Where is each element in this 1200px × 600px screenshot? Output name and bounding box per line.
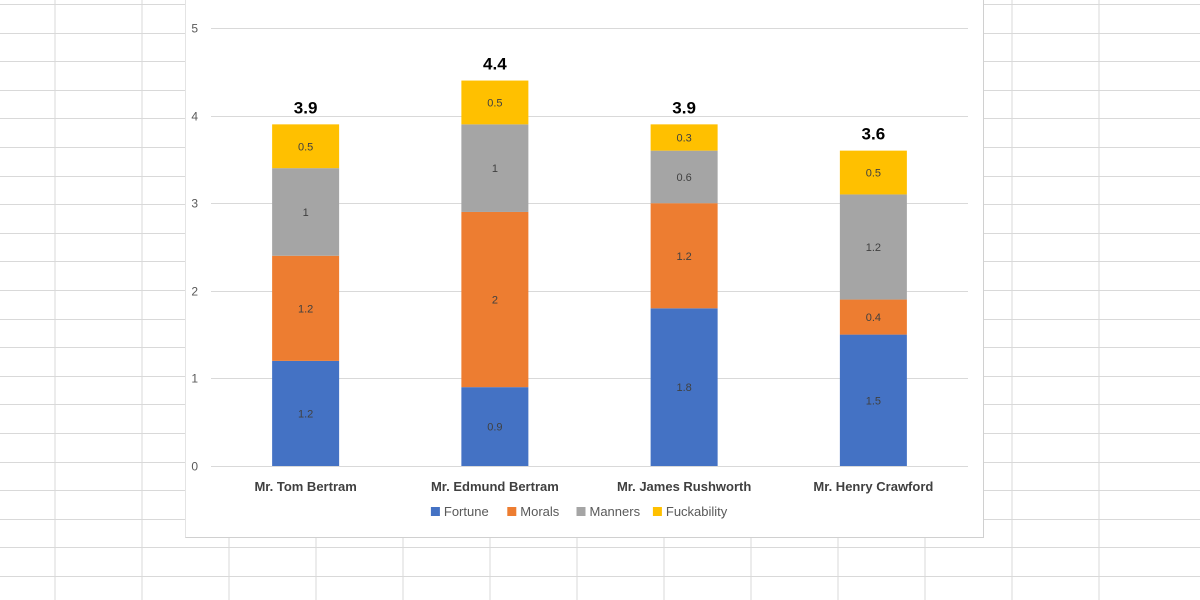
segment-value-label: 1 [303, 207, 309, 219]
segment-value-label: 1.2 [866, 242, 881, 254]
y-tick-label: 2 [191, 285, 198, 299]
bar-segment-fortune [461, 387, 529, 466]
bar-segment-fuckability [650, 124, 718, 151]
segment-value-label: 0.5 [298, 141, 313, 153]
segment-value-label: 1.2 [298, 303, 313, 315]
bar-total-label: 4.4 [483, 55, 507, 74]
y-tick-label: 0 [191, 460, 198, 474]
segment-value-label: 1 [492, 163, 498, 175]
segment-value-label: 1.2 [298, 408, 313, 420]
bar-segment-fuckability [272, 124, 340, 169]
y-tick-label: 4 [191, 110, 198, 124]
legend-label: Fortune [444, 504, 489, 519]
segment-value-label: 2 [492, 295, 498, 307]
legend-swatch-fuckability [652, 507, 662, 516]
bar-segment-fuckability [839, 150, 907, 195]
bar-segment-fortune [650, 308, 718, 466]
bar-segment-fortune [272, 360, 340, 466]
legend-swatch-fortune [430, 507, 440, 516]
y-tick-label: 3 [191, 197, 198, 211]
legend-label: Fuckability [666, 504, 728, 519]
segment-value-label: 1.2 [676, 251, 691, 263]
segment-value-label: 0.9 [487, 422, 502, 434]
bar-segment-morals [272, 255, 340, 361]
y-tick-label: 1 [191, 372, 198, 386]
segment-value-label: 0.6 [676, 172, 691, 184]
category-label: Mr. James Rushworth [617, 479, 751, 494]
legend-label: Morals [520, 504, 560, 519]
bar-segment-manners [839, 194, 907, 300]
category-label: Mr. Henry Crawford [813, 479, 933, 494]
segment-value-label: 0.5 [487, 97, 502, 109]
bar-segment-morals [461, 211, 529, 388]
category-label: Mr. Tom Bertram [254, 479, 356, 494]
bar-total-label: 3.9 [294, 98, 318, 117]
legend-label: Manners [590, 504, 641, 519]
bar-segment-fuckability [461, 80, 529, 125]
bar-segment-morals [650, 203, 718, 309]
category-label: Mr. Edmund Bertram [431, 479, 559, 494]
bar-total-label: 3.6 [862, 125, 886, 144]
bar-total-label: 3.9 [672, 98, 696, 117]
legend-swatch-morals [507, 507, 517, 516]
bar-segment-manners [461, 124, 529, 212]
bar-segment-manners [272, 168, 340, 256]
bar-segment-manners [650, 150, 718, 204]
legend-swatch-manners [576, 507, 586, 516]
bar-segment-morals [839, 299, 907, 335]
segment-value-label: 0.4 [866, 312, 881, 324]
bar-segment-fortune [839, 334, 907, 466]
legend: Fortune Morals Manners Fuckability [430, 504, 728, 519]
stacked-bar-chart: 0 1 2 3 4 5 1.2 1.2 1 0.5 3.9 Mr. Tom Bertram 0.9 2 1 0… [191, 22, 968, 519]
segment-value-label: 1.5 [866, 395, 881, 407]
segment-value-label: 0.5 [866, 168, 881, 180]
chart-panel[interactable]: 0 1 2 3 4 5 1.2 1.2 1 0.5 3.9 Mr. Tom Bertram 0.9 2 1 0… [185, 0, 984, 538]
segment-value-label: 1.8 [676, 382, 691, 394]
segment-value-label: 0.3 [676, 133, 691, 145]
y-tick-label: 5 [191, 22, 198, 36]
